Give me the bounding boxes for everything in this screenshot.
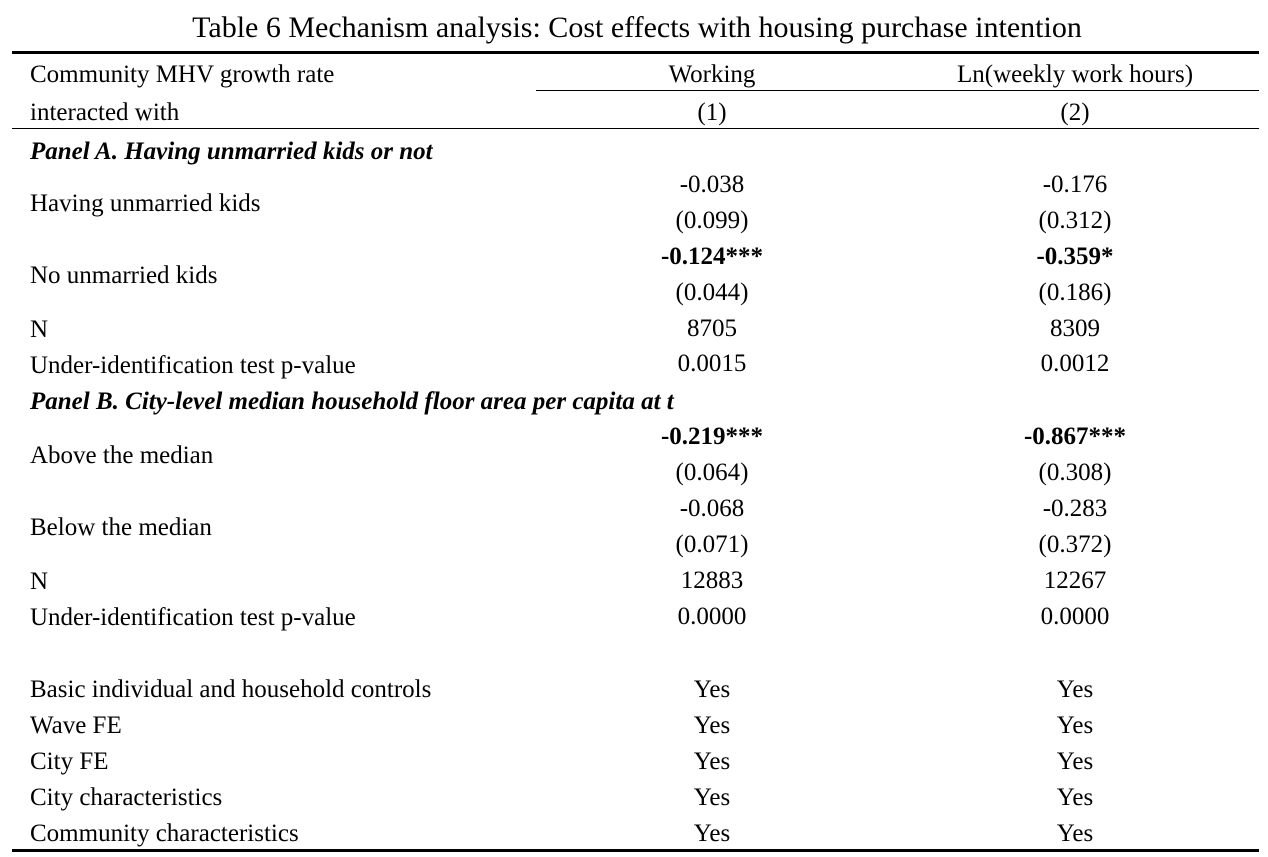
n-value: 12267 bbox=[1043, 567, 1107, 594]
header-bottom-rule bbox=[12, 128, 1259, 130]
n-value: 8309 bbox=[1050, 315, 1100, 342]
std-error-cell: (0.099) bbox=[675, 207, 749, 234]
n-label: N bbox=[30, 316, 49, 343]
coefficient-cell: -0.359* bbox=[1036, 243, 1114, 270]
row-label: Below the median bbox=[30, 514, 212, 541]
row-label: Above the median bbox=[30, 442, 214, 469]
coefficient-cell: -0.867*** bbox=[1023, 423, 1127, 450]
std-error-cell: (0.071) bbox=[675, 531, 749, 558]
coefficient-cell: -0.283 bbox=[1042, 495, 1108, 522]
std-error-cell: (0.372) bbox=[1038, 531, 1112, 558]
control-label: Basic individual and household controls bbox=[30, 676, 432, 703]
control-label: City characteristics bbox=[30, 784, 223, 811]
std-error-cell: (0.044) bbox=[675, 279, 749, 306]
std-error-cell: (0.312) bbox=[1038, 207, 1112, 234]
table-caption: Table 6 Mechanism analysis: Cost effects… bbox=[192, 11, 1082, 44]
coefficient-cell: -0.038 bbox=[679, 171, 745, 198]
std-error-cell: (0.186) bbox=[1038, 279, 1112, 306]
control-value: Yes bbox=[1056, 784, 1094, 811]
control-value: Yes bbox=[693, 748, 731, 775]
panel-b-title: Panel B. City-level median household flo… bbox=[30, 388, 674, 415]
pvalue-value: 0.0000 bbox=[677, 603, 747, 630]
n-value: 8705 bbox=[687, 315, 737, 342]
column-header-ln-hours: Ln(weekly work hours) bbox=[956, 61, 1194, 88]
row-label-header-line1: Community MHV growth rate bbox=[30, 61, 335, 88]
coefficient-cell: -0.176 bbox=[1042, 171, 1108, 198]
coefficient-cell: -0.219*** bbox=[660, 423, 764, 450]
control-value: Yes bbox=[693, 820, 731, 847]
std-error-cell: (0.308) bbox=[1038, 459, 1112, 486]
n-label: N bbox=[30, 568, 49, 595]
pvalue-label: Under-identification test p-value bbox=[30, 352, 356, 379]
n-value: 12883 bbox=[680, 567, 744, 594]
control-label: Community characteristics bbox=[30, 820, 299, 847]
pvalue-value: 0.0015 bbox=[677, 350, 747, 377]
control-label: City FE bbox=[30, 748, 109, 775]
bottom-rule bbox=[12, 849, 1259, 852]
row-label: No unmarried kids bbox=[30, 262, 218, 289]
panel-a-title: Panel A. Having unmarried kids or not bbox=[30, 138, 433, 165]
coefficient-cell: -0.068 bbox=[679, 495, 745, 522]
pvalue-label: Under-identification test p-value bbox=[30, 604, 356, 631]
pvalue-value: 0.0000 bbox=[1040, 603, 1110, 630]
control-value: Yes bbox=[693, 712, 731, 739]
control-value: Yes bbox=[1056, 676, 1094, 703]
row-label-header-line2: interacted with bbox=[30, 99, 180, 126]
column-number-2: (2) bbox=[1060, 99, 1090, 126]
column-header-working: Working bbox=[668, 61, 756, 88]
column-number-1: (1) bbox=[697, 99, 727, 126]
control-label: Wave FE bbox=[30, 712, 122, 739]
std-error-cell: (0.064) bbox=[675, 459, 749, 486]
header-partial-rule bbox=[536, 90, 1259, 92]
row-label: Having unmarried kids bbox=[30, 190, 261, 217]
control-value: Yes bbox=[693, 784, 731, 811]
control-value: Yes bbox=[1056, 820, 1094, 847]
control-value: Yes bbox=[693, 676, 731, 703]
coefficient-cell: -0.124*** bbox=[660, 243, 764, 270]
control-value: Yes bbox=[1056, 748, 1094, 775]
pvalue-value: 0.0012 bbox=[1040, 350, 1110, 377]
top-rule bbox=[12, 51, 1259, 54]
control-value: Yes bbox=[1056, 712, 1094, 739]
